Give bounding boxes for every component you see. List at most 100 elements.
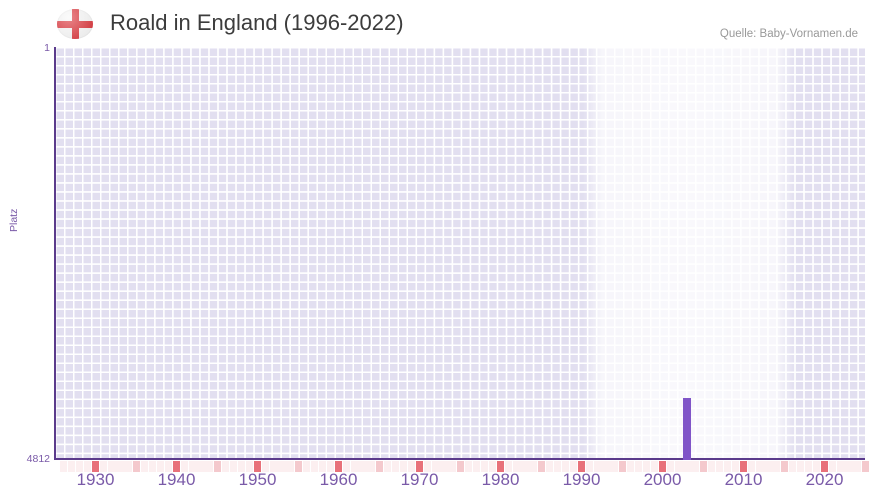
y-axis-bottom-label: 4812 (26, 453, 50, 465)
x-axis-tick-mark (67, 461, 76, 472)
y-axis-labels: 1 4812 Platz (0, 0, 50, 502)
x-axis-tick-mark (497, 461, 505, 472)
x-axis-tick-mark (245, 461, 254, 472)
x-axis-tick-mark (821, 461, 829, 472)
x-axis-tick-label: 2020 (805, 470, 844, 489)
x-axis-tick-mark (634, 461, 643, 472)
y-axis-line (54, 47, 56, 460)
x-axis-tick-mark (691, 461, 699, 472)
x-axis-tick-label: 1970 (400, 470, 439, 489)
x-axis-tick-mark (764, 461, 772, 472)
x-axis-tick-label: 1960 (319, 470, 358, 489)
x-axis-tick-mark (383, 461, 391, 472)
x-axis-tick-mark (505, 461, 513, 472)
x-axis-tick-mark (254, 461, 262, 472)
x-axis-tick-mark (610, 461, 618, 472)
x-axis-tick-mark (521, 461, 529, 472)
x-axis-tick-mark (545, 461, 553, 472)
x-axis-tick-mark (100, 461, 108, 472)
x-axis-tick-mark (586, 461, 594, 472)
x-axis-tick-mark (359, 461, 367, 472)
x-axis-tick-mark (140, 461, 148, 472)
x-axis-tick-mark (335, 461, 343, 472)
x-axis-tick-mark (772, 461, 780, 472)
x-axis-tick-mark (675, 461, 683, 472)
x-axis-tick-mark (205, 461, 213, 472)
x-axis-tick-mark (553, 461, 562, 472)
x-axis-tick-mark (294, 461, 302, 472)
x-axis-tick-mark (343, 461, 351, 472)
x-axis-tick-mark (92, 461, 100, 472)
x-axis-tick-mark (626, 461, 634, 472)
x-axis-tick-mark (318, 461, 327, 472)
flag-cross-vertical (71, 9, 79, 39)
y-axis-title: Platz (8, 208, 20, 232)
x-axis-line (54, 458, 865, 460)
england-flag-circle-icon (57, 9, 93, 39)
x-axis-tick-mark (221, 461, 229, 472)
x-axis-tick-mark (578, 461, 586, 472)
selected-year-marker (682, 455, 691, 460)
x-axis-tick-mark (529, 461, 537, 472)
x-axis-tick-mark (861, 461, 869, 472)
x-axis-tick-mark (75, 461, 84, 472)
x-axis-tick-mark (845, 461, 853, 472)
x-axis-tick-mark (302, 461, 310, 472)
x-axis-tick-mark (132, 461, 140, 472)
x-axis-tick-mark (602, 461, 610, 472)
x-axis-tick-mark (108, 461, 116, 472)
x-axis-tick-mark (391, 461, 400, 472)
x-axis-tick-mark (837, 461, 845, 472)
x-axis-tick-mark (310, 461, 319, 472)
x-axis-tick-label: 1990 (562, 470, 601, 489)
x-axis-tick-mark (748, 461, 756, 472)
flag-gloss-overlay (57, 9, 93, 39)
x-axis-tick-mark (213, 461, 221, 472)
chart-header: Roald in England (1996-2022) Quelle: Bab… (0, 0, 873, 46)
x-axis-tick-mark (432, 461, 440, 472)
x-axis-tick-mark (513, 461, 521, 472)
x-axis-tick-mark (286, 461, 294, 472)
x-axis-tick-mark (399, 461, 408, 472)
x-axis-tick-mark (148, 461, 157, 472)
x-axis-tick-mark (375, 461, 383, 472)
x-axis-tick-mark (740, 461, 748, 472)
x-axis-tick-mark (181, 461, 189, 472)
x-axis-tick-mark (707, 461, 715, 472)
x-axis-tick-mark (667, 461, 675, 472)
x-axis-tick-label: 1950 (238, 470, 277, 489)
x-axis-tick-mark (278, 461, 286, 472)
x-axis-tick-mark (424, 461, 432, 472)
x-axis-tick-mark (456, 461, 464, 472)
page-title: Roald in England (1996-2022) (110, 10, 404, 35)
x-axis-tick-mark (407, 461, 416, 472)
x-axis-tick-mark (270, 461, 278, 472)
bar-series (55, 47, 865, 459)
x-axis-tick-mark (124, 461, 132, 472)
x-axis-tick-mark (853, 461, 861, 472)
x-axis-tick-label: 2010 (724, 470, 763, 489)
x-axis-tick-mark (189, 461, 197, 472)
x-axis-tick-label: 1980 (481, 470, 520, 489)
x-axis-tick-mark (683, 461, 691, 472)
x-axis-tick-mark (237, 461, 246, 472)
bar[interactable] (682, 397, 691, 459)
x-axis-tick-mark (488, 461, 497, 472)
x-axis-tick-mark (229, 461, 238, 472)
source-attribution: Quelle: Baby-Vornamen.de (719, 28, 858, 40)
x-axis-tick-mark (756, 461, 764, 472)
x-axis-tick-mark (351, 461, 359, 472)
x-axis-tick-mark (804, 461, 813, 472)
x-axis-tick-mark (480, 461, 489, 472)
x-axis-tick-mark (416, 461, 424, 472)
x-axis-tick-mark (472, 461, 481, 472)
x-axis-tick-label: 1940 (157, 470, 196, 489)
x-axis-tick-mark (650, 461, 659, 472)
x-axis-tick-mark (173, 461, 181, 472)
x-axis-tick-mark (699, 461, 707, 472)
x-axis-tick-mark (164, 461, 173, 472)
x-axis-tick-label: 1930 (76, 470, 115, 489)
x-axis-tick-mark (788, 461, 796, 472)
x-axis-tick-mark (796, 461, 805, 472)
x-axis-tick-mark (464, 461, 472, 472)
